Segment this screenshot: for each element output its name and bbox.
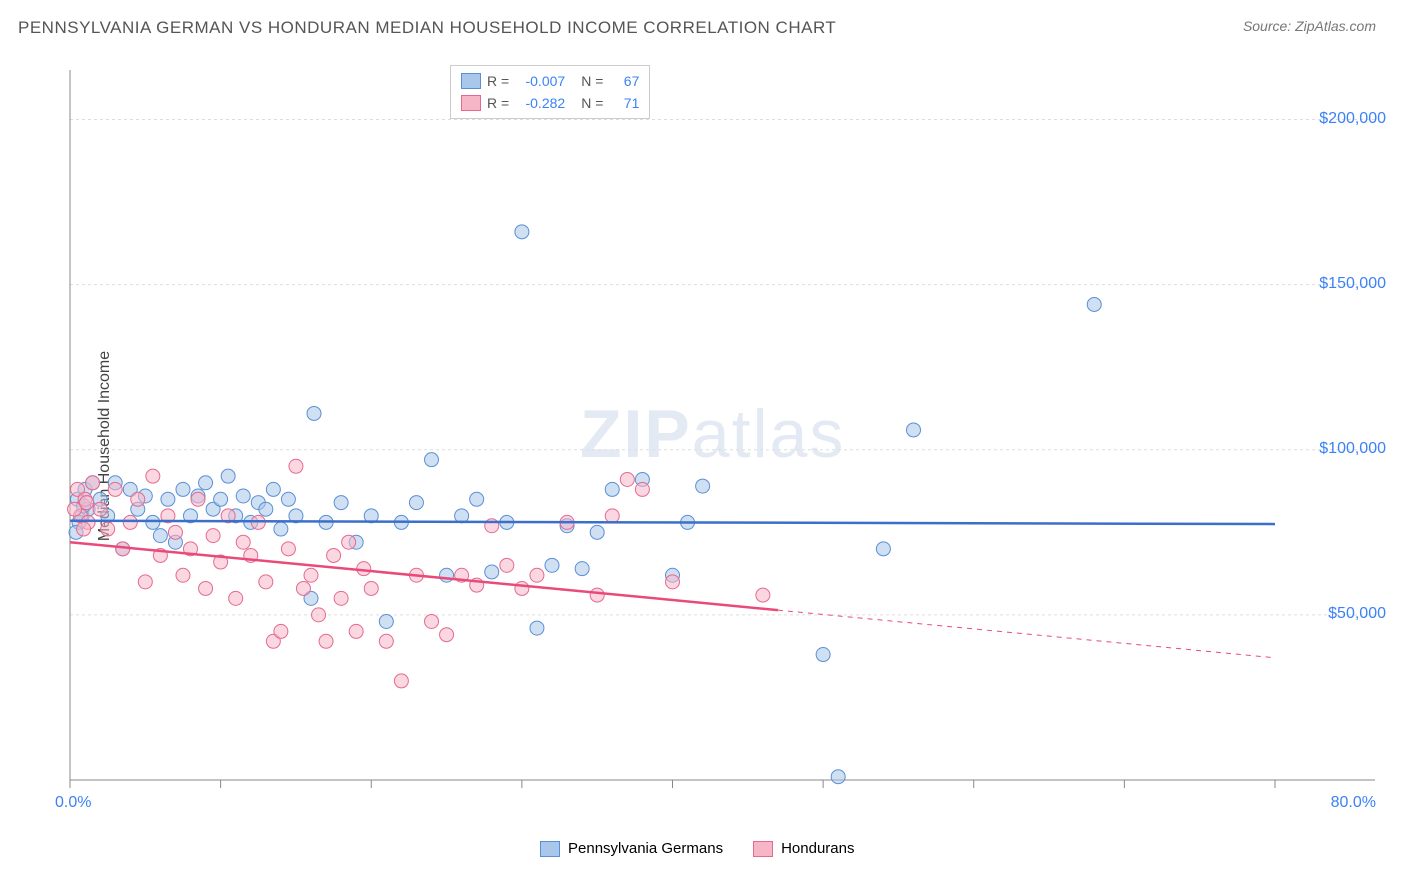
legend-item-pg: Pennsylvania Germans [540, 840, 723, 857]
y-tick-label: $200,000 [1319, 110, 1386, 128]
x-axis-start-label: 0.0% [55, 794, 91, 812]
scatter-plot [55, 60, 1375, 820]
stats-legend: R = -0.007 N = 67 R = -0.282 N = 71 [450, 65, 650, 119]
stats-row-hn: R = -0.282 N = 71 [461, 92, 639, 114]
legend-swatch-pg [540, 841, 560, 857]
y-tick-label: $50,000 [1328, 605, 1386, 623]
legend-item-hn: Hondurans [753, 840, 854, 857]
source-label: Source: ZipAtlas.com [1243, 18, 1376, 34]
n-value-hn: 71 [609, 95, 639, 111]
r-value-pg: -0.007 [515, 73, 565, 89]
n-label: N = [581, 73, 603, 89]
r-label-2: R = [487, 95, 509, 111]
legend-label-pg: Pennsylvania Germans [568, 840, 723, 857]
y-tick-label: $150,000 [1319, 275, 1386, 293]
chart-title: PENNSYLVANIA GERMAN VS HONDURAN MEDIAN H… [18, 18, 836, 38]
x-axis-end-label: 80.0% [1331, 794, 1376, 812]
swatch-pg [461, 73, 481, 89]
r-value-hn: -0.282 [515, 95, 565, 111]
legend-swatch-hn [753, 841, 773, 857]
stats-row-pg: R = -0.007 N = 67 [461, 70, 639, 92]
y-tick-label: $100,000 [1319, 440, 1386, 458]
n-value-pg: 67 [609, 73, 639, 89]
r-label: R = [487, 73, 509, 89]
swatch-hn [461, 95, 481, 111]
n-label-2: N = [581, 95, 603, 111]
legend-label-hn: Hondurans [781, 840, 854, 857]
series-legend: Pennsylvania Germans Hondurans [540, 840, 854, 857]
